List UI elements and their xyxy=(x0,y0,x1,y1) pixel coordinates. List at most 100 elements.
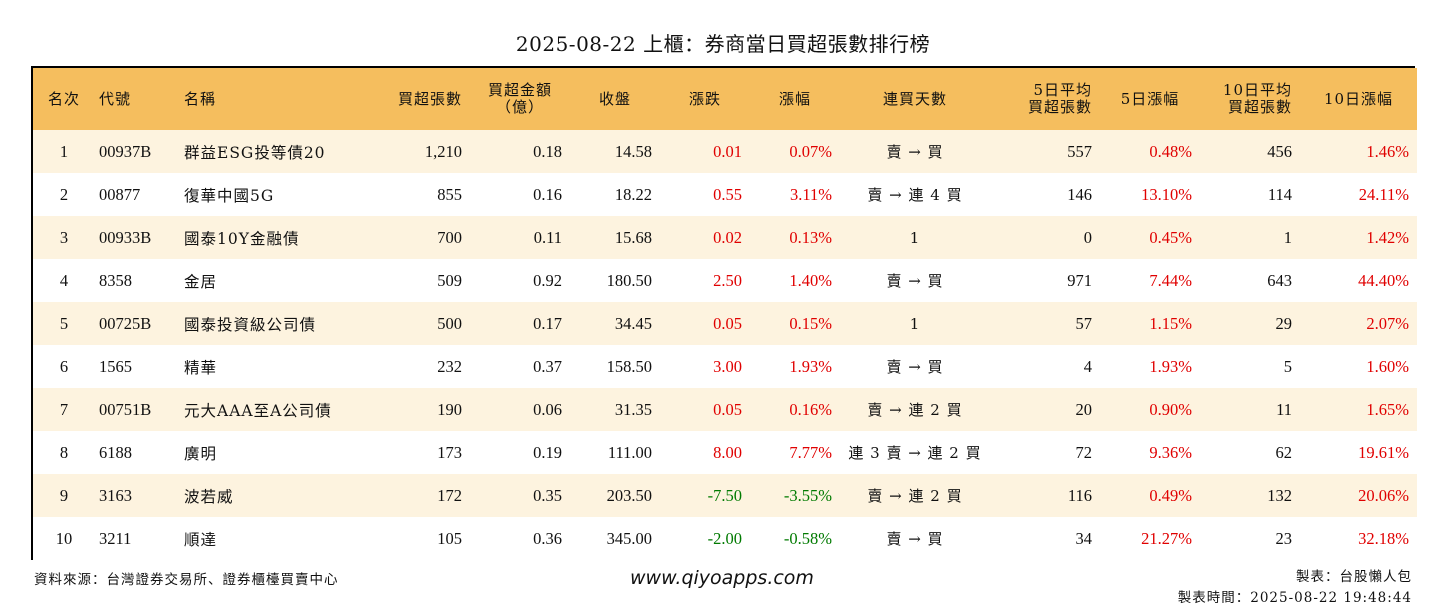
cell-days: 賣 → 買 xyxy=(886,358,944,376)
header-name-line1: 名稱 xyxy=(184,89,217,108)
cell-rank: 6 xyxy=(59,356,69,376)
cell-name: 元大AAA至A公司債 xyxy=(184,401,332,420)
header-net-amount-line2: （億） xyxy=(495,98,544,116)
cell-pct10: 1.65% xyxy=(1366,399,1409,419)
cell-code: 3211 xyxy=(99,528,132,548)
cell-days: 連 3 賣 → 連 2 買 xyxy=(848,444,982,462)
cell-close: 180.50 xyxy=(606,270,652,290)
header-consecutive-days: 連買天數 xyxy=(840,68,990,130)
header-close: 收盤 xyxy=(570,68,660,130)
cell-net-lots: 190 xyxy=(437,399,462,419)
cell-name: 金居 xyxy=(184,272,218,291)
cell-avg5: 57 xyxy=(1075,313,1093,333)
data-source-note: 資料來源：台灣證券交易所、證券櫃檯買賣中心 xyxy=(34,572,339,588)
header-avg5-lots-line1: 5日平均 xyxy=(1033,81,1092,99)
cell-pct5: 13.10% xyxy=(1141,184,1192,204)
cell-pct5: 0.45% xyxy=(1149,227,1192,247)
website-link[interactable]: www.qiyoapps.com xyxy=(630,567,814,589)
cell-close: 14.58 xyxy=(614,141,652,161)
cell-avg10: 5 xyxy=(1283,356,1292,376)
cell-pct10: 32.18% xyxy=(1358,528,1409,548)
cell-avg5: 116 xyxy=(1067,485,1092,505)
generated-time: 製表時間：2025-08-22 19:48:44 xyxy=(1177,590,1412,606)
cell-net-amount: 0.92 xyxy=(533,270,562,290)
cell-name: 國泰10Y金融債 xyxy=(184,229,300,248)
cell-name: 廣明 xyxy=(184,444,218,463)
cell-change: 2.50 xyxy=(713,270,742,290)
cell-change: -2.00 xyxy=(707,528,742,548)
cell-close: 34.45 xyxy=(614,313,652,333)
cell-rank: 2 xyxy=(59,184,69,204)
cell-change: 0.55 xyxy=(713,184,742,204)
cell-pct: 0.15% xyxy=(789,313,832,333)
cell-close: 31.35 xyxy=(614,399,652,419)
header-avg10-lots: 10日平均 買超張數 xyxy=(1200,68,1300,130)
cell-close: 203.50 xyxy=(606,485,652,505)
cell-days: 賣 → 連 4 買 xyxy=(867,186,963,204)
cell-days: 1 xyxy=(909,314,921,333)
cell-code: 3163 xyxy=(99,485,132,505)
cell-code: 00933B xyxy=(99,227,152,247)
cell-pct: 7.77% xyxy=(789,442,832,462)
table-row: 5 00725B 國泰投資級公司債 500 0.17 34.45 0.05 0.15% 1 57 1… xyxy=(33,302,1417,345)
table-row: 1 00937B 群益ESG投等債20 1,210 0.18 14.58 0.01 0.07%… xyxy=(33,130,1417,173)
header-code: 代號 xyxy=(95,68,180,130)
header-pct5-line1: 5日漲幅 xyxy=(1120,89,1180,108)
table-row: 7 00751B 元大AAA至A公司債 190 0.06 31.35 0.05 0.16% 賣 … xyxy=(33,388,1417,431)
header-code-line1: 代號 xyxy=(99,89,132,108)
cell-pct5: 21.27% xyxy=(1141,528,1192,548)
cell-net-lots: 500 xyxy=(437,313,462,333)
cell-close: 15.68 xyxy=(614,227,652,247)
cell-change: 3.00 xyxy=(713,356,742,376)
cell-rank: 1 xyxy=(59,141,69,161)
cell-avg10: 62 xyxy=(1275,442,1293,462)
cell-pct5: 0.90% xyxy=(1149,399,1192,419)
cell-pct10: 20.06% xyxy=(1358,485,1409,505)
cell-net-amount: 0.37 xyxy=(533,356,562,376)
header-pct10-line1: 10日漲幅 xyxy=(1323,89,1394,108)
table-row: 6 1565 精華 232 0.37 158.50 3.00 1.93% 賣 → 買 4 1.93%… xyxy=(33,345,1417,388)
cell-close: 18.22 xyxy=(614,184,652,204)
cell-code: 00751B xyxy=(99,399,152,419)
cell-pct10: 2.07% xyxy=(1366,313,1409,333)
cell-avg5: 4 xyxy=(1083,356,1092,376)
cell-rank: 10 xyxy=(55,528,73,548)
header-avg10-lots-line2: 買超張數 xyxy=(1227,98,1292,116)
cell-name: 國泰投資級公司債 xyxy=(184,315,317,334)
cell-rank: 7 xyxy=(59,399,69,419)
cell-close: 345.00 xyxy=(606,528,652,548)
cell-avg10: 132 xyxy=(1267,485,1292,505)
cell-pct: -3.55% xyxy=(783,485,832,505)
header-pct: 漲幅 xyxy=(750,68,840,130)
header-net-lots: 買超張數 xyxy=(360,68,470,130)
cell-pct: -0.58% xyxy=(783,528,832,548)
cell-avg5: 146 xyxy=(1067,184,1092,204)
cell-avg10: 23 xyxy=(1275,528,1293,548)
cell-pct5: 1.15% xyxy=(1149,313,1192,333)
table-header-row: 名次 代號 名稱 買超張數 買超金額 （億） 收盤 漲跌 漲幅 連買天數 5日平均 買超張數 5日漲幅 1… xyxy=(33,68,1417,130)
header-pct10: 10日漲幅 xyxy=(1300,68,1417,130)
cell-days: 賣 → 買 xyxy=(886,530,944,548)
cell-rank: 3 xyxy=(59,227,69,247)
cell-pct5: 1.93% xyxy=(1149,356,1192,376)
cell-net-amount: 0.18 xyxy=(533,141,562,161)
cell-net-amount: 0.19 xyxy=(533,442,562,462)
cell-net-amount: 0.35 xyxy=(533,485,562,505)
cell-pct: 0.07% xyxy=(789,141,832,161)
cell-net-amount: 0.06 xyxy=(533,399,562,419)
cell-avg10: 456 xyxy=(1267,141,1292,161)
cell-pct: 0.13% xyxy=(789,227,832,247)
table-row: 9 3163 波若威 172 0.35 203.50 -7.50 -3.55% 賣 → 連 2 … xyxy=(33,474,1417,517)
cell-pct10: 19.61% xyxy=(1358,442,1409,462)
cell-name: 群益ESG投等債20 xyxy=(184,143,326,162)
cell-avg5: 0 xyxy=(1083,227,1092,247)
cell-days: 賣 → 連 2 買 xyxy=(867,487,963,505)
cell-net-lots: 1,210 xyxy=(424,141,462,161)
cell-rank: 9 xyxy=(59,485,69,505)
header-change-line1: 漲跌 xyxy=(688,89,721,108)
header-close-line1: 收盤 xyxy=(598,89,631,108)
cell-avg5: 34 xyxy=(1075,528,1093,548)
cell-change: 8.00 xyxy=(713,442,742,462)
cell-pct10: 1.60% xyxy=(1366,356,1409,376)
cell-pct: 1.40% xyxy=(789,270,832,290)
